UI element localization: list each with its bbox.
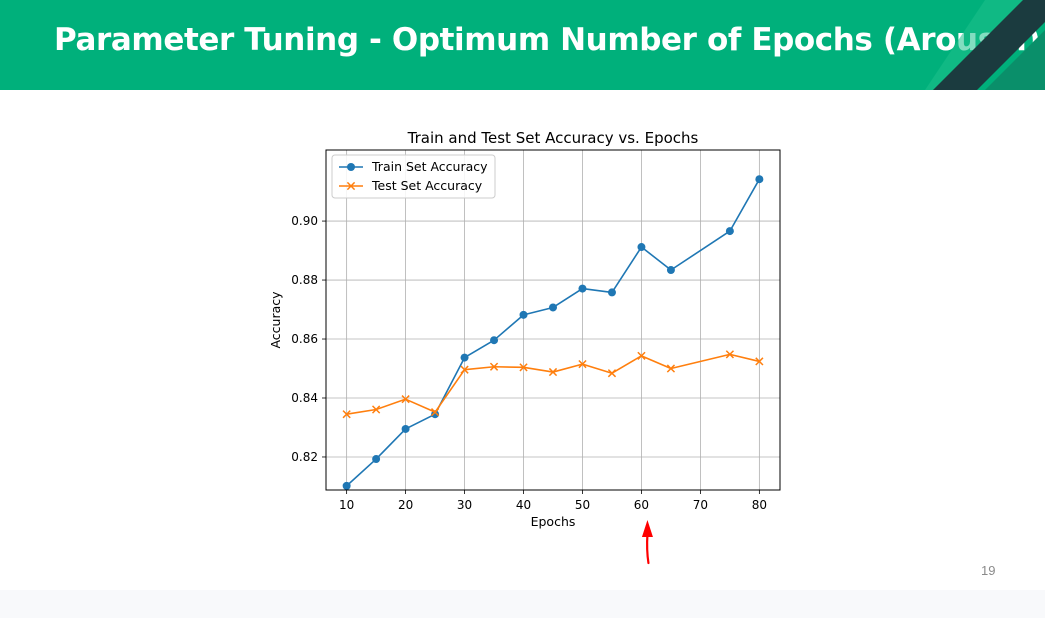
grid [326,150,780,490]
series-line [346,178,761,487]
ticks: 10 20 30 40 50 60 70 80 0.82 0.84 0.86 0.88 0.90 [291,214,767,512]
data-point [607,369,617,378]
annotation-arrow [641,520,653,565]
data-point [549,303,557,312]
data-point [489,362,499,371]
series-train [342,175,764,490]
x-tick-label: 80 [752,498,767,512]
data-point [637,351,646,360]
legend-marker [347,163,355,171]
legend-entry: Train Set Accuracy [339,159,488,174]
data-point [342,481,351,490]
slide-header: Parameter Tuning - Optimum Number of Epo… [0,0,1045,90]
data-point [490,336,499,345]
data-point [342,410,351,419]
y-tick-label: 0.88 [291,273,318,287]
legend-box [331,154,496,199]
data-point [371,405,381,414]
data-point [666,364,676,373]
x-tick-label: 20 [398,498,413,512]
data-point [637,243,646,252]
legend-marker [346,181,356,191]
x-axis-label: Epochs [531,514,576,529]
corner-decoration [925,0,1045,90]
series-test [342,350,764,419]
data-point [755,357,764,366]
legend-label: Train Set Accuracy [371,159,488,174]
x-tick-label: 40 [516,498,531,512]
data-point [755,175,764,184]
y-tick-label: 0.82 [291,450,318,464]
legend: Train Set Accuracy Test Set Accuracy [331,154,496,199]
data-point [431,410,440,419]
data-point [548,367,558,377]
y-tick-label: 0.86 [291,332,318,346]
data-point [725,227,734,236]
x-tick-label: 10 [339,498,354,512]
slide-title: Parameter Tuning - Optimum Number of Epo… [54,22,1041,58]
data-point [578,359,587,369]
data-point [578,284,587,293]
x-tick-label: 30 [457,498,472,512]
x-tick-label: 60 [634,498,649,512]
data-point [460,353,469,362]
data-point [725,350,735,359]
data-point [401,424,410,433]
x-tick-label: 70 [693,498,708,512]
annotation [641,520,653,565]
plot-frame [325,149,781,491]
data-point [519,310,528,319]
data-point [666,266,675,275]
data-point [460,365,469,374]
slide [0,0,1045,590]
data-point [401,395,410,404]
page-number: 19 [981,563,996,578]
chart-title: Train and Test Set Accuracy vs. Epochs [407,129,699,147]
x-tick-label: 50 [575,498,590,512]
arrow-shaft [646,532,650,565]
y-axis-label: Accuracy [268,291,283,349]
series-layer [342,175,764,490]
y-tick-label: 0.90 [291,214,318,228]
legend-entry: Test Set Accuracy [339,178,483,193]
data-point [430,408,440,417]
data-point [372,455,381,464]
data-point [607,288,616,297]
series-line [346,353,760,416]
legend-label: Test Set Accuracy [371,178,483,193]
arrow-head [641,520,653,537]
data-point [519,363,528,372]
y-tick-label: 0.84 [291,391,318,405]
